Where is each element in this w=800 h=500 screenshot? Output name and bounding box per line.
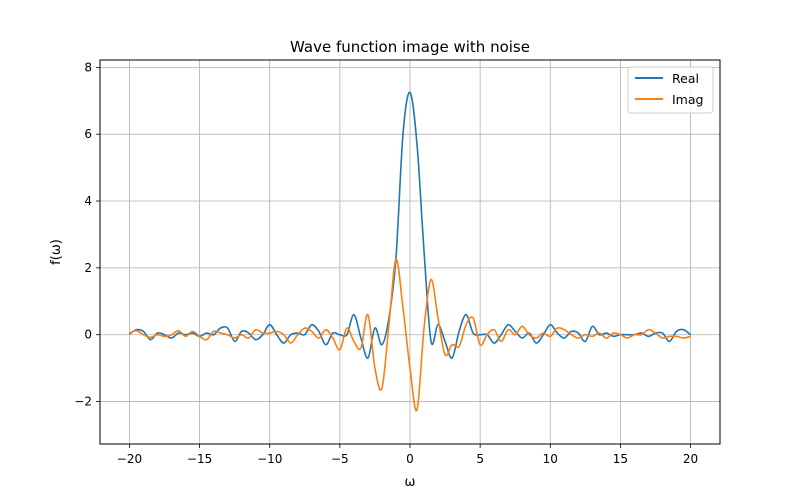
series-line-imag	[129, 258, 691, 412]
y-axis-ticks: −2 0 2 4 6 8	[74, 60, 100, 409]
x-axis-label: ω	[405, 475, 416, 490]
legend: Real Imag	[627, 66, 714, 114]
chart-title: Wave function image with noise	[290, 38, 530, 56]
y-tick-label: 0	[84, 328, 92, 342]
x-tick-label: −10	[257, 452, 282, 466]
grid-lines	[100, 60, 720, 444]
x-tick-label: −20	[117, 452, 142, 466]
x-tick-label: 20	[683, 452, 698, 466]
legend-label-real: Real	[672, 71, 699, 86]
y-tick-label: 6	[84, 127, 92, 141]
x-axis-ticks: −20 −15 −10 −5 0 5 10 15 20	[117, 444, 698, 466]
x-tick-label: 5	[476, 452, 484, 466]
x-tick-label: 0	[406, 452, 414, 466]
plot-lines	[129, 91, 692, 412]
series-line-real	[129, 91, 692, 359]
y-tick-label: 8	[84, 60, 92, 74]
y-tick-label: 2	[84, 261, 92, 275]
y-tick-label: −2	[74, 395, 92, 409]
y-tick-label: 4	[84, 194, 92, 208]
x-tick-label: −15	[187, 452, 212, 466]
y-axis-label: f(ω)	[49, 239, 64, 265]
x-tick-label: 15	[613, 452, 628, 466]
legend-label-imag: Imag	[672, 92, 703, 107]
x-tick-label: 10	[543, 452, 558, 466]
x-tick-label: −5	[331, 452, 349, 466]
